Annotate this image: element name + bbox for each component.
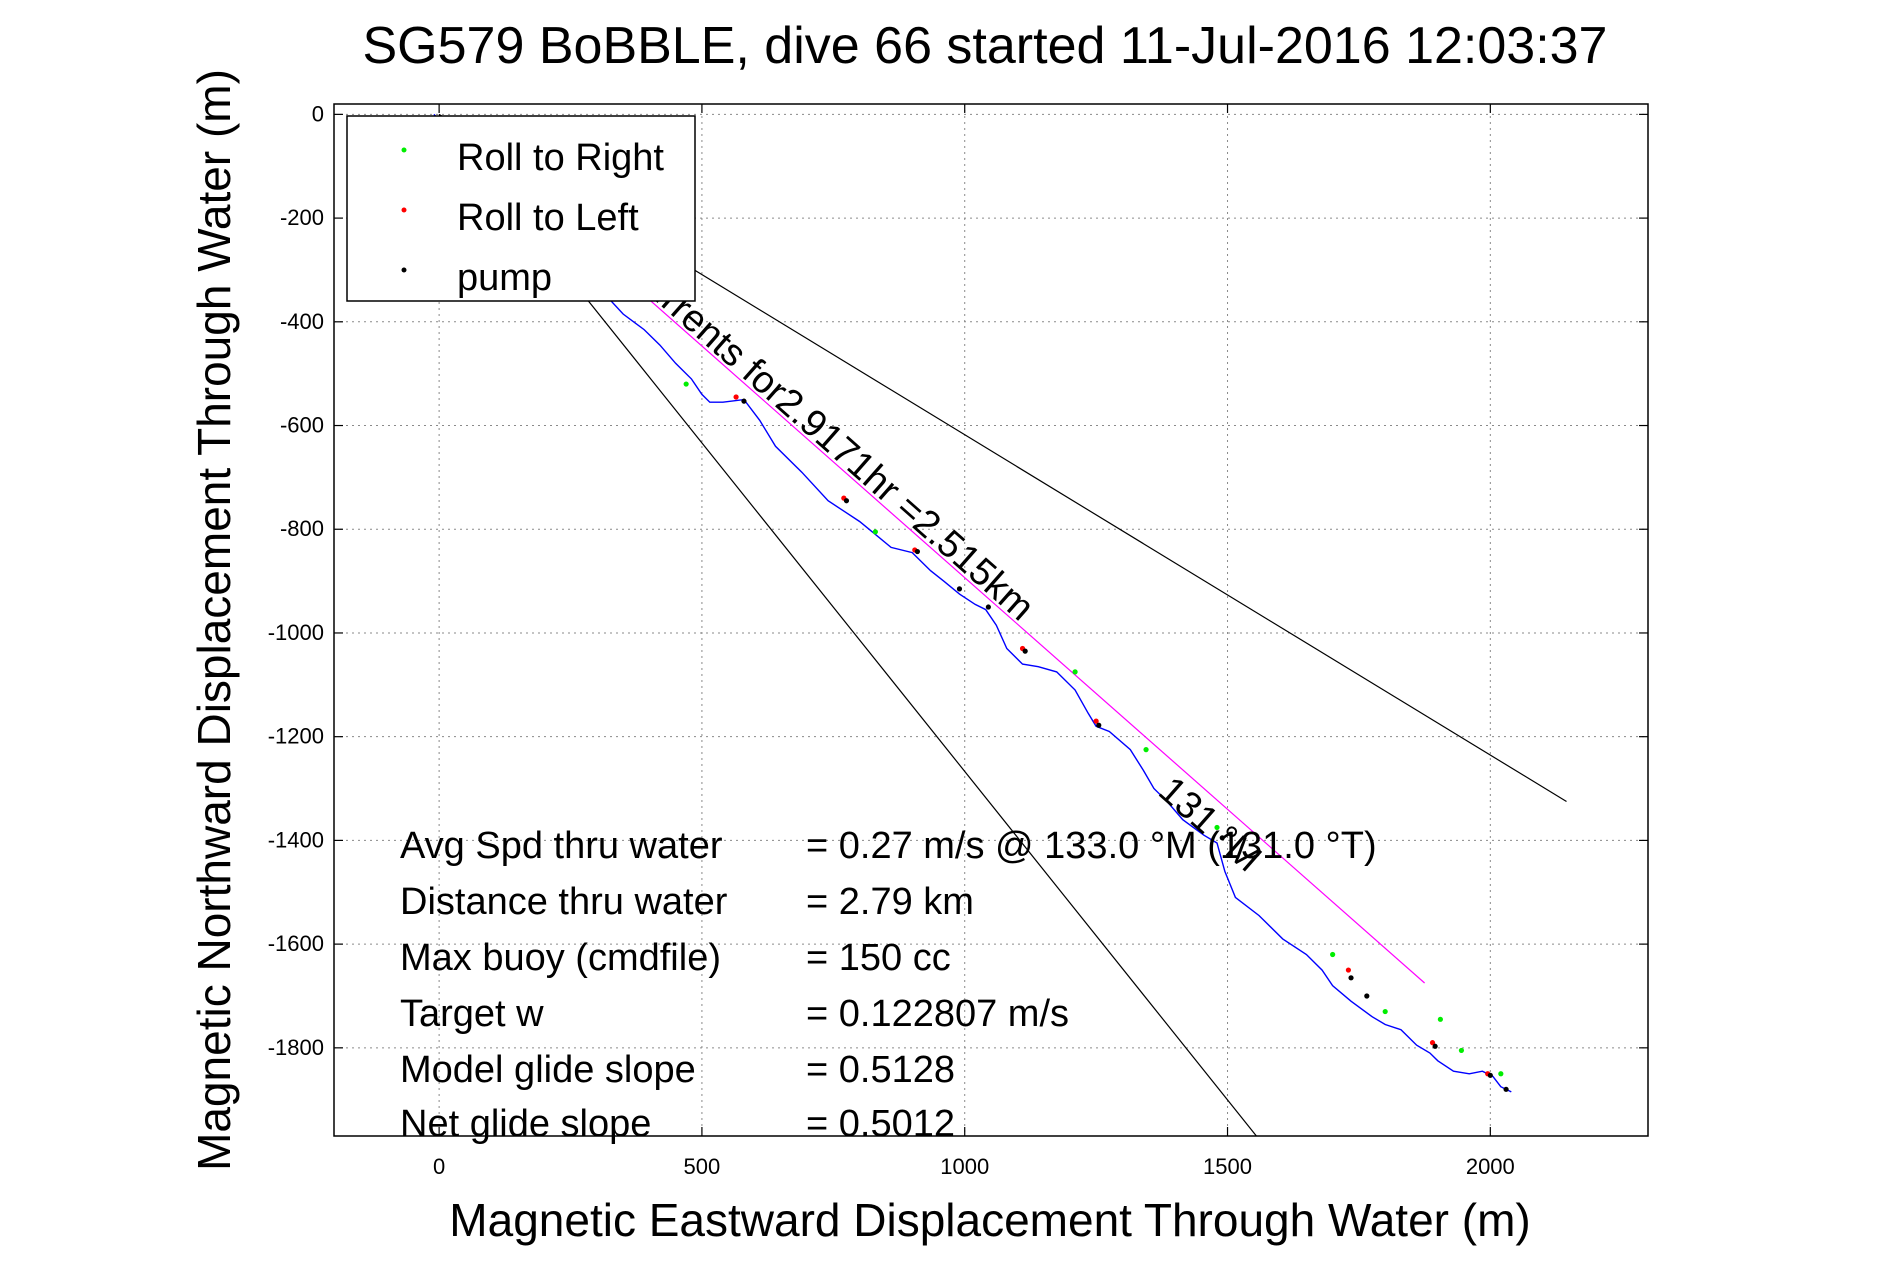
pump-marker: [1022, 648, 1028, 654]
pump-marker: [741, 398, 747, 404]
legend-marker-pump: [401, 267, 407, 273]
legend: Roll to Right Roll to Left pump: [346, 115, 696, 302]
grid: [334, 104, 1648, 1136]
legend-marker-roll-right: [401, 147, 407, 153]
pump-marker: [1219, 835, 1225, 841]
chart-title: SG579 BoBBLE, dive 66 started 11-Jul-201…: [363, 17, 1608, 75]
roll-right-marker: [683, 381, 689, 387]
stat-value: = 150 cc: [806, 937, 951, 979]
legend-label: pump: [457, 257, 552, 299]
x-tick-label: 1500: [1203, 1154, 1252, 1179]
x-axis-label: Magnetic Eastward Displacement Through W…: [449, 1194, 1530, 1246]
stat-value: = 0.5128: [806, 1049, 955, 1091]
axis-ticks: 0 500 1000 1500 2000 0 -200 -400 -600 -800 -1000 -1…: [268, 101, 1648, 1179]
y-tick-label: 0: [312, 101, 324, 126]
stat-label: Target w: [400, 993, 544, 1035]
roll-right-marker: [1382, 1008, 1388, 1015]
pump-marker: [1348, 975, 1354, 981]
pump-marker: [956, 586, 963, 592]
dive-statistics: Avg Spd thru water = 0.27 m/s @ 133.0 °M…: [400, 825, 1377, 1145]
y-tick-label: -800: [280, 516, 324, 541]
pump-marker: [1487, 1072, 1493, 1078]
roll-right-marker: [1143, 747, 1149, 753]
y-tick-label: -600: [280, 413, 324, 438]
legend-marker-roll-left: [401, 207, 407, 213]
roll-right-marker: [1072, 669, 1078, 675]
y-tick-label: -1800: [268, 1035, 324, 1060]
legend-label: Roll to Left: [457, 197, 639, 239]
roll-left-marker: [1429, 1040, 1436, 1046]
stat-label: Model glide slope: [400, 1049, 696, 1091]
roll-right-marker: [1498, 1071, 1504, 1077]
roll-right-marker: [1330, 951, 1336, 958]
stat-value: = 0.5012: [806, 1103, 955, 1145]
roll-right-marker: [872, 529, 878, 535]
x-tick-label: 0: [433, 1154, 445, 1179]
pump-marker: [985, 604, 991, 610]
roll-right-marker: [1214, 824, 1220, 831]
x-tick-label: 500: [684, 1154, 721, 1179]
pump-marker: [1503, 1086, 1509, 1092]
y-tick-label: -1600: [268, 931, 324, 956]
roll-left-marker: [1093, 718, 1099, 724]
stat-label: Distance thru water: [400, 881, 728, 923]
stat-label: Net glide slope: [400, 1103, 651, 1145]
roll-left-marker: [733, 394, 739, 400]
y-tick-label: -1400: [268, 827, 324, 852]
legend-label: Roll to Right: [457, 137, 664, 179]
y-axis-label: Magnetic Northward Displacement Through …: [188, 69, 240, 1171]
x-tick-label: 1000: [940, 1154, 989, 1179]
stat-value: = 0.122807 m/s: [806, 993, 1069, 1035]
track-line: [433, 113, 1512, 1093]
pump-marker: [1364, 993, 1370, 999]
stat-value: = 0.27 m/s @ 133.0 °M (131.0 °T): [806, 825, 1377, 867]
series-markers: [433, 119, 1509, 1092]
y-tick-label: -1000: [268, 620, 324, 645]
stat-label: Avg Spd thru water: [400, 825, 723, 867]
roll-left-marker: [1345, 967, 1352, 973]
pump-marker: [843, 498, 850, 504]
roll-right-marker: [1458, 1047, 1465, 1054]
x-tick-label: 2000: [1466, 1154, 1515, 1179]
stat-value: = 2.79 km: [806, 881, 974, 923]
y-tick-label: -200: [280, 205, 324, 230]
stat-label: Max buoy (cmdfile): [400, 937, 721, 979]
y-tick-label: -1200: [268, 724, 324, 749]
pump-marker: [914, 548, 921, 555]
y-tick-label: -400: [280, 309, 324, 334]
pump-marker: [1096, 722, 1102, 728]
roll-right-marker: [1437, 1016, 1443, 1022]
pump-marker: [1432, 1043, 1438, 1049]
